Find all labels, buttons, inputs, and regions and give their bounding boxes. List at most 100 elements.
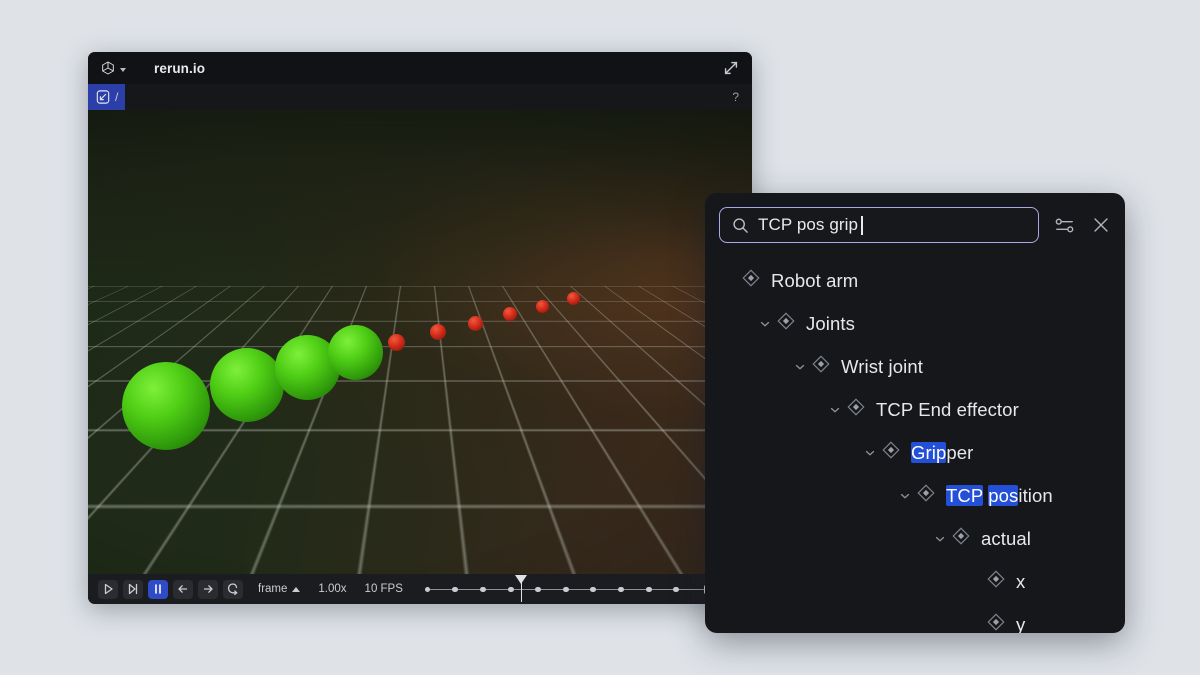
red-trajectory-sphere[interactable]: [536, 300, 549, 313]
tree-item-y[interactable]: y: [705, 603, 1125, 633]
text-cursor: [861, 215, 863, 235]
pause-button[interactable]: [148, 579, 168, 599]
tree-item-x[interactable]: x: [705, 560, 1125, 603]
search-input-value: TCP pos grip: [758, 215, 863, 235]
entity-diamond-icon: [811, 354, 831, 379]
label-text: TCP End effector: [876, 398, 1019, 420]
tree-item-label: Gripper: [911, 441, 974, 464]
loop-icon: [227, 583, 238, 596]
pause-icon: [155, 584, 161, 594]
tree-item-tcp-end-effector[interactable]: TCP End effector: [705, 388, 1125, 431]
expand-diagonal-icon[interactable]: [722, 59, 740, 77]
entity-diamond-icon: [777, 312, 795, 330]
tree-item-label: Joints: [806, 313, 855, 335]
help-button[interactable]: ?: [732, 90, 739, 104]
red-trajectory-sphere[interactable]: [503, 307, 517, 321]
search-header: TCP pos grip: [705, 193, 1125, 255]
breadcrumb-tab-spatial-view[interactable]: /: [88, 84, 126, 110]
close-icon[interactable]: [1090, 214, 1112, 236]
play-button[interactable]: [98, 579, 118, 599]
tree-item-gripper[interactable]: Gripper: [705, 431, 1125, 474]
tree-expand-toggle[interactable]: [929, 532, 951, 546]
chevron-down-icon: [830, 407, 840, 412]
entity-diamond-icon: [742, 269, 760, 287]
tree-item-label: y: [1016, 614, 1025, 634]
search-match-highlight: TCP: [946, 484, 983, 506]
tree-item-actual[interactable]: actual: [705, 517, 1125, 560]
rerun-cube-logo-icon: [102, 61, 114, 75]
play-to-end-button[interactable]: [123, 579, 143, 599]
timeline-tick: [480, 586, 487, 592]
tree-item-joints[interactable]: Joints: [705, 302, 1125, 345]
entity-diamond-icon: [952, 527, 970, 545]
entity-diamond-icon: [987, 613, 1005, 631]
timeline-playhead-handle[interactable]: [514, 575, 527, 584]
caret-up-icon: [292, 586, 301, 592]
arrow-left-icon: [178, 585, 188, 593]
entity-diamond-icon: [986, 569, 1006, 594]
label-text: x: [1016, 570, 1026, 592]
timeline-selector-label: frame: [258, 583, 288, 595]
tree-expand-toggle[interactable]: [789, 360, 811, 374]
filter-sliders-icon[interactable]: [1053, 214, 1076, 237]
green-trajectory-sphere[interactable]: [210, 348, 284, 422]
red-trajectory-sphere[interactable]: [567, 292, 580, 305]
playback-fps[interactable]: 10 FPS: [364, 583, 403, 595]
loop-button[interactable]: [223, 579, 243, 599]
playback-speed[interactable]: 1.00x: [318, 583, 347, 595]
chevron-down-icon: [120, 67, 126, 72]
tree-expand-toggle[interactable]: [894, 489, 916, 503]
tree-item-label: TCP End effector: [876, 399, 1019, 421]
tree-expand-toggle[interactable]: [859, 446, 881, 460]
tree-item-label: Wrist joint: [841, 356, 923, 378]
step-back-button[interactable]: [173, 579, 193, 599]
red-trajectory-sphere[interactable]: [388, 334, 405, 351]
label-text: per: [946, 441, 974, 463]
tree-item-wrist-joint[interactable]: Wrist joint: [705, 345, 1125, 388]
search-input[interactable]: TCP pos grip: [719, 207, 1039, 243]
entity-diamond-icon: [986, 612, 1006, 633]
search-match-highlight: Grip: [911, 441, 947, 463]
rerun-viewer-window: rerun.io / ?: [88, 52, 752, 604]
label-text: Joints: [806, 312, 855, 334]
window-titlebar: rerun.io: [88, 52, 752, 84]
entity-diamond-icon: [917, 484, 935, 502]
entity-diamond-icon: [812, 355, 830, 373]
green-trajectory-sphere[interactable]: [328, 325, 383, 380]
entity-diamond-icon: [882, 441, 900, 459]
tree-expand-toggle[interactable]: [824, 403, 846, 417]
ground-grid: [88, 110, 752, 287]
breadcrumb: / ?: [88, 84, 752, 110]
timeline-tick: [617, 586, 624, 592]
entity-diamond-icon: [951, 526, 971, 551]
entity-diamond-icon: [776, 311, 796, 336]
red-trajectory-sphere[interactable]: [430, 324, 446, 340]
timeline-tick: [673, 586, 680, 592]
chevron-down-icon: [760, 321, 770, 326]
arrow-right-icon: [203, 585, 213, 593]
tree-item-label: TCP position: [946, 484, 1053, 507]
entity-diamond-icon: [987, 570, 1005, 588]
entity-diamond-icon: [881, 440, 901, 465]
app-menu-button[interactable]: [100, 60, 126, 76]
3d-viewport[interactable]: [88, 110, 752, 574]
timeline-selector[interactable]: frame: [258, 583, 301, 595]
timeline-tick: [507, 586, 514, 592]
timeline-track[interactable]: [424, 574, 715, 604]
red-trajectory-sphere[interactable]: [468, 316, 483, 331]
tree-item-robot-arm[interactable]: Robot arm: [705, 259, 1125, 302]
entity-diamond-icon: [846, 397, 866, 422]
timeline-toolbar: frame 1.00x 10 FPS #4: [88, 574, 752, 604]
entity-diamond-icon: [847, 398, 865, 416]
tree-item-tcp-position[interactable]: TCP position: [705, 474, 1125, 517]
timeline-tick: [535, 586, 542, 592]
spatial-view-icon: [96, 90, 110, 104]
tree-item-label: Robot arm: [771, 270, 858, 292]
timeline-tick: [645, 586, 652, 592]
label-text: Robot arm: [771, 269, 859, 291]
entity-diamond-icon: [916, 483, 936, 508]
tree-expand-toggle[interactable]: [754, 317, 776, 331]
step-forward-button[interactable]: [198, 579, 218, 599]
chevron-down-icon: [935, 536, 945, 541]
green-trajectory-sphere[interactable]: [122, 362, 210, 450]
